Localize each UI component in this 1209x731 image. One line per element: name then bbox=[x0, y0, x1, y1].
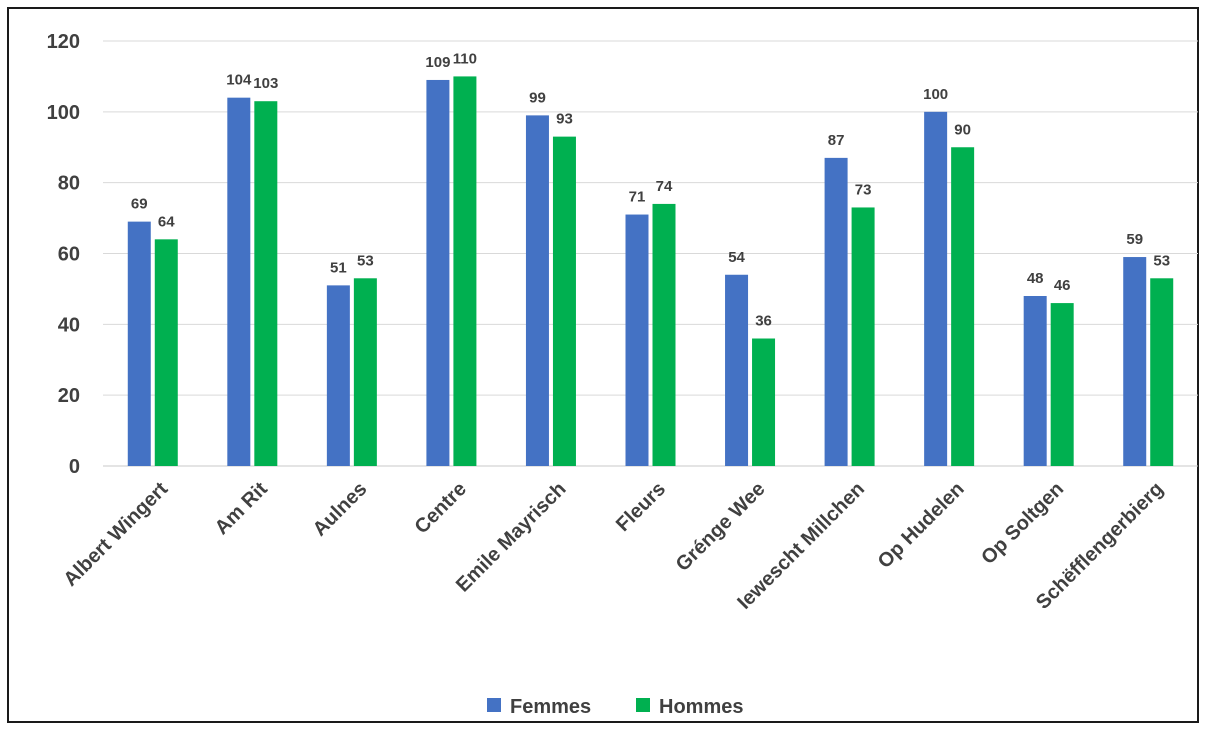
data-labels: 69 64 104 103 51 53 109 110 99 93 71 74 54 36 87 73 100 9… bbox=[131, 50, 1170, 329]
y-tick-label: 120 bbox=[47, 31, 80, 53]
y-tick-label: 100 bbox=[47, 102, 80, 124]
data-label: 90 bbox=[954, 121, 971, 138]
bar-hommes bbox=[851, 207, 875, 467]
bar-femmes bbox=[326, 285, 350, 466]
bars bbox=[127, 76, 1174, 467]
bar-hommes bbox=[154, 239, 178, 466]
data-label: 104 bbox=[226, 72, 252, 89]
bar-hommes bbox=[552, 136, 576, 466]
data-label: 87 bbox=[828, 132, 845, 149]
x-category-label: Emile Mayrisch bbox=[452, 478, 571, 597]
bar-femmes bbox=[426, 79, 450, 466]
legend-label-femmes: Femmes bbox=[510, 696, 591, 718]
data-label: 53 bbox=[1153, 252, 1170, 269]
bar-femmes bbox=[725, 274, 749, 466]
bar-hommes bbox=[254, 101, 278, 466]
x-category-label: Am Rit bbox=[211, 478, 272, 539]
data-label: 71 bbox=[629, 189, 646, 206]
y-tick-label: 0 bbox=[69, 456, 80, 478]
x-category-label: Fleurs bbox=[612, 478, 670, 536]
legend: Femmes Hommes bbox=[487, 696, 743, 718]
bar-femmes bbox=[127, 221, 151, 466]
y-tick-label: 40 bbox=[58, 314, 80, 336]
data-label: 69 bbox=[131, 196, 148, 213]
data-label: 59 bbox=[1126, 231, 1143, 248]
legend-swatch-hommes bbox=[636, 698, 650, 712]
data-label: 54 bbox=[728, 249, 745, 266]
x-category-label: Aulnes bbox=[309, 478, 372, 541]
data-label: 64 bbox=[158, 213, 175, 230]
bar-hommes bbox=[752, 338, 776, 466]
chart-frame bbox=[7, 7, 1199, 723]
bar-hommes bbox=[453, 76, 477, 467]
data-label: 100 bbox=[923, 86, 948, 103]
gridlines bbox=[103, 40, 1198, 467]
bar-femmes bbox=[227, 97, 251, 467]
data-label: 46 bbox=[1054, 277, 1071, 294]
data-label: 109 bbox=[425, 54, 450, 71]
bar-hommes bbox=[353, 278, 377, 466]
data-label: 93 bbox=[556, 111, 573, 128]
y-tick-label: 20 bbox=[58, 385, 80, 407]
bar-femmes bbox=[824, 157, 848, 466]
legend-swatch-femmes bbox=[487, 698, 501, 712]
bar-femmes bbox=[525, 115, 549, 466]
x-category-label: Centre bbox=[411, 478, 471, 538]
x-category-label: Op Soltgen bbox=[977, 478, 1068, 569]
legend-label-hommes: Hommes bbox=[659, 696, 743, 718]
bar-femmes bbox=[1123, 257, 1147, 466]
data-label: 48 bbox=[1027, 270, 1044, 287]
y-axis-ticks: 0 20 40 60 80 100 120 bbox=[47, 31, 80, 478]
y-tick-label: 80 bbox=[58, 173, 80, 195]
data-label: 36 bbox=[755, 313, 772, 330]
bar-femmes bbox=[924, 111, 948, 466]
data-label: 73 bbox=[855, 181, 872, 198]
data-label: 53 bbox=[357, 252, 374, 269]
bar-hommes bbox=[951, 147, 975, 466]
data-label: 51 bbox=[330, 259, 347, 276]
bar-femmes bbox=[1023, 296, 1047, 466]
bar-hommes bbox=[1050, 303, 1074, 466]
bar-hommes bbox=[652, 203, 676, 466]
data-label: 110 bbox=[453, 50, 477, 67]
y-tick-label: 60 bbox=[58, 244, 80, 266]
x-category-label: Albert Wingert bbox=[59, 478, 172, 591]
bar-femmes bbox=[625, 214, 649, 466]
x-category-label: Grénge Wee bbox=[672, 478, 770, 576]
data-label: 99 bbox=[529, 89, 546, 106]
x-category-label: Op Hudelen bbox=[874, 478, 969, 573]
data-label: 103 bbox=[253, 75, 278, 92]
data-label: 74 bbox=[656, 178, 673, 195]
bar-hommes bbox=[1150, 278, 1174, 466]
